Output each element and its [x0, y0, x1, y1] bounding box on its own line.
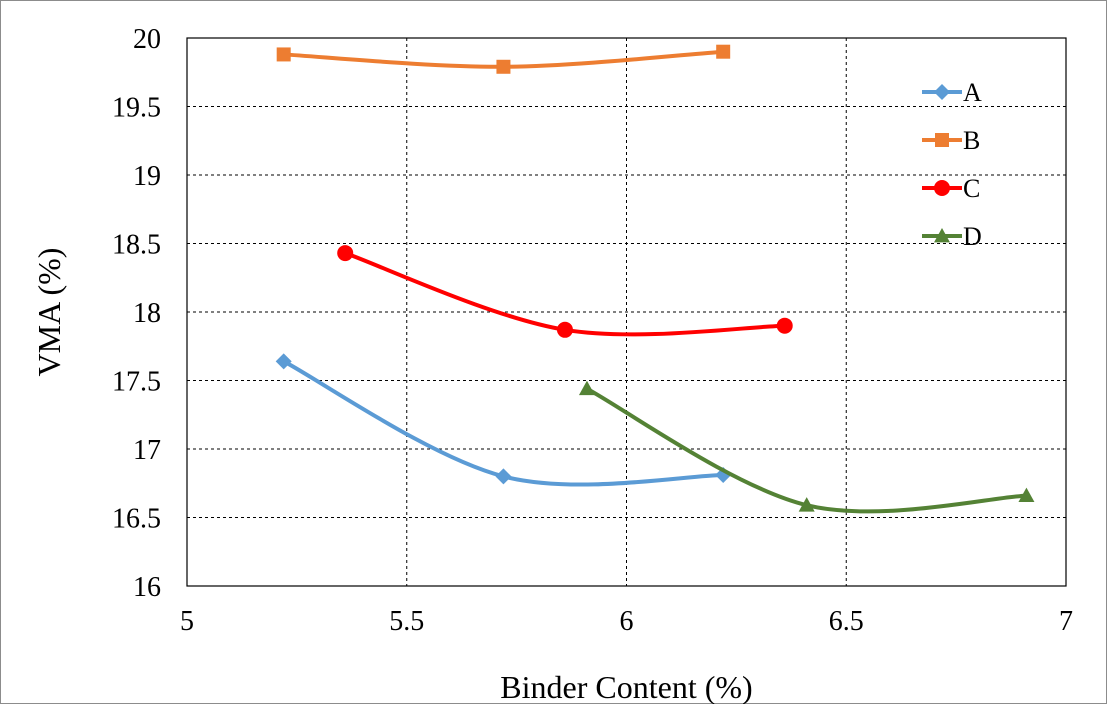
series-layer: [275, 44, 1035, 514]
legend-c-label: C: [963, 174, 980, 203]
legend-a-label: A: [963, 78, 982, 107]
series-c: [337, 245, 793, 338]
y-tick-label: 18: [133, 298, 161, 329]
legend-item-c: C: [922, 174, 980, 203]
y-axis-title: VMA (%): [31, 248, 67, 377]
y-tick-label: 17: [133, 435, 161, 466]
x-tick-label: 7: [1059, 606, 1073, 637]
plot-area-border: [186, 37, 1067, 587]
grid-lines: [187, 38, 1066, 586]
series-d-point: [1018, 487, 1035, 502]
legend-item-b: B: [922, 126, 980, 155]
legend-b-label: B: [963, 126, 980, 155]
y-tick-label: 16.5: [112, 504, 161, 535]
series-a: [275, 353, 732, 487]
series-c-point: [337, 245, 354, 262]
series-b: [276, 44, 731, 74]
x-axis-title: Binder Content (%): [500, 669, 752, 704]
y-tick-label: 19.5: [112, 93, 161, 124]
series-b-point: [276, 47, 291, 62]
series-d: [578, 380, 1035, 514]
x-tick-labels: 5 5.5 6 6.5 7: [180, 606, 1073, 637]
series-b-point: [496, 59, 511, 74]
series-a-point: [495, 468, 512, 485]
legend-c-marker: [934, 180, 950, 196]
series-c-point: [776, 317, 793, 334]
x-tick-label: 5.5: [389, 606, 424, 637]
x-tick-label: 6: [620, 606, 634, 637]
legend-item-d: D: [922, 222, 982, 251]
y-tick-label: 20: [133, 24, 161, 55]
y-tick-label: 18.5: [112, 230, 161, 261]
x-tick-label: 6.5: [829, 606, 864, 637]
series-d-line: [584, 386, 1029, 514]
series-a-line: [281, 359, 726, 487]
series-c-point: [556, 321, 573, 338]
legend-b-marker: [935, 133, 949, 147]
y-tick-label: 17.5: [112, 367, 161, 398]
y-tick-label: 19: [133, 161, 161, 192]
legend-item-a: A: [922, 78, 982, 107]
y-tick-label: 16: [133, 572, 161, 603]
y-tick-labels: 16 16.5 17 17.5 18 18.5 19 19.5 20: [112, 24, 161, 603]
legend-d-marker: [934, 228, 950, 243]
series-b-point: [716, 44, 731, 59]
legend-a-marker: [934, 84, 950, 100]
series-d-point: [798, 497, 815, 512]
legend-d-label: D: [963, 222, 982, 251]
x-tick-label: 5: [180, 606, 194, 637]
series-d-point: [578, 380, 595, 396]
series-a-point: [275, 353, 292, 370]
